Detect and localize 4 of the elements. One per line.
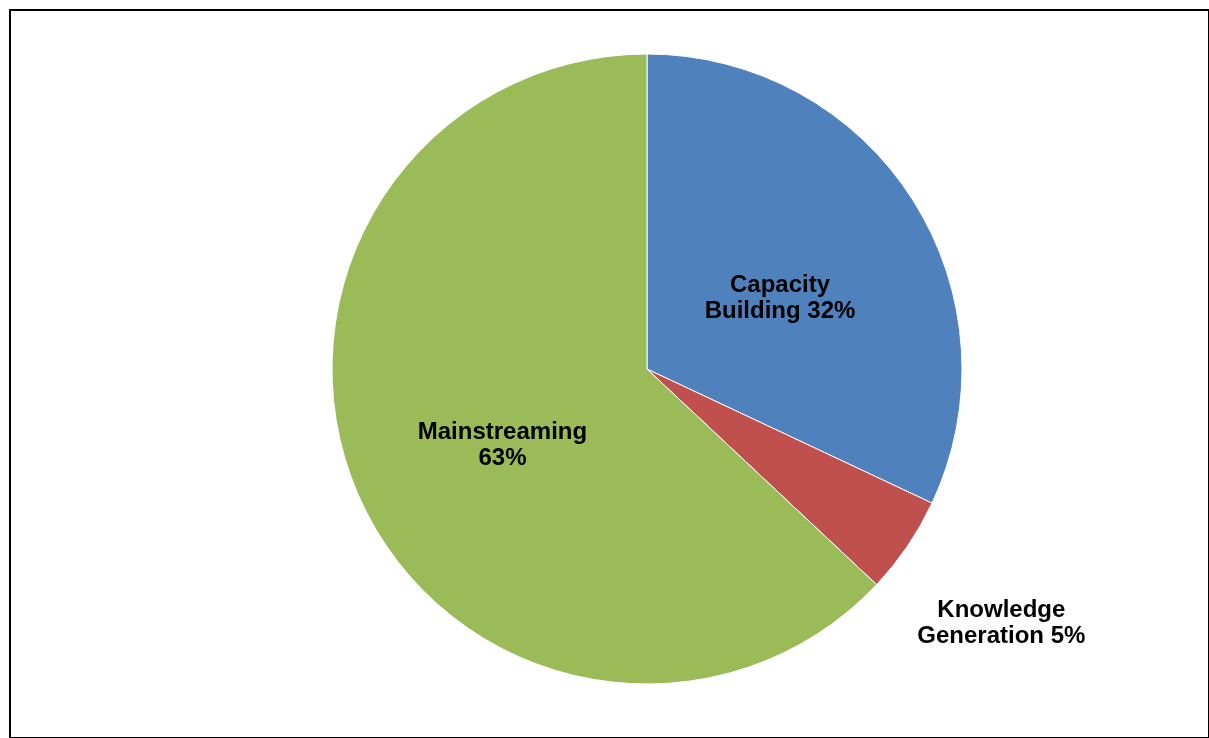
slice-label: Capacity Building 32% — [704, 269, 856, 323]
slice-label: Mainstreaming — [417, 416, 588, 444]
slice-label: Knowledge Generation 5% — [917, 594, 1086, 648]
data-label: 63% — [478, 442, 527, 470]
